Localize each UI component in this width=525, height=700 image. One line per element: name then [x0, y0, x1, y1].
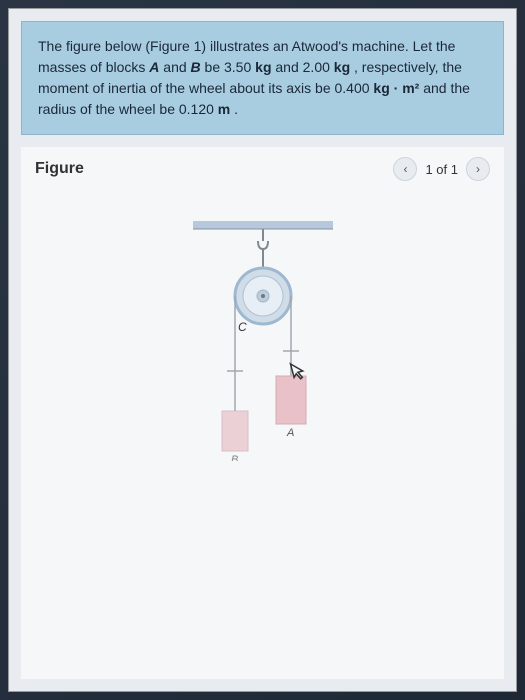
unit-kg1: kg	[255, 59, 271, 75]
figure-image-area: C A B	[21, 191, 504, 673]
hook-curve	[258, 241, 268, 249]
problem-text-and1: and	[159, 59, 190, 75]
page-indicator: 1 of 1	[425, 162, 458, 177]
unit-kg2: kg	[334, 59, 350, 75]
content-area: Figure ‹ 1 of 1 ›	[21, 147, 504, 679]
label-a: A	[286, 427, 294, 439]
label-c: C	[238, 320, 247, 334]
pulley-center	[261, 294, 265, 298]
figure-header: Figure ‹ 1 of 1 ›	[21, 147, 504, 191]
atwood-diagram: C A B	[163, 211, 363, 461]
problem-text-and2: and 2.00	[272, 59, 334, 75]
figure-label: Figure	[35, 160, 84, 178]
block-a-label: A	[149, 59, 159, 75]
problem-text-period: .	[230, 101, 238, 117]
unit-kgm2: kg · m²	[373, 80, 419, 96]
label-b: B	[231, 454, 238, 461]
block-b-label: B	[191, 59, 201, 75]
main-container: The figure below (Figure 1) illustrates …	[8, 8, 517, 692]
next-page-button[interactable]: ›	[466, 157, 490, 181]
figure-pagination: ‹ 1 of 1 ›	[393, 157, 490, 181]
block-b	[222, 411, 248, 451]
unit-m: m	[218, 101, 230, 117]
ceiling-bar	[193, 221, 333, 229]
prev-page-button[interactable]: ‹	[393, 157, 417, 181]
problem-statement: The figure below (Figure 1) illustrates …	[21, 21, 504, 135]
problem-text-be: be 3.50	[201, 59, 256, 75]
